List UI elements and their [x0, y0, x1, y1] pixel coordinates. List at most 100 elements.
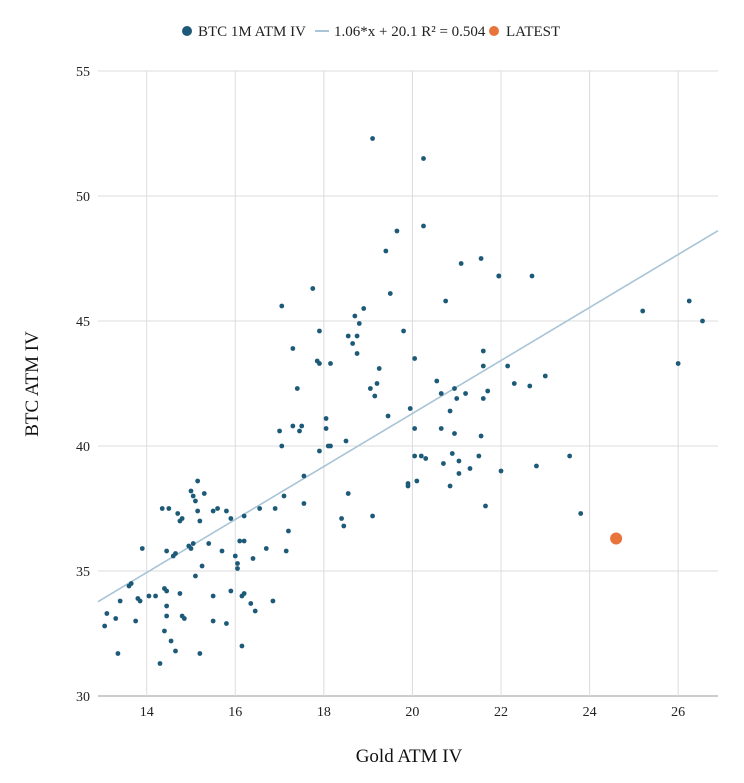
data-point	[188, 488, 194, 494]
data-point	[228, 588, 234, 594]
data-point	[345, 333, 351, 339]
data-point	[456, 471, 462, 476]
data-point	[412, 453, 418, 459]
data-point	[210, 508, 216, 514]
data-point	[241, 513, 247, 519]
data-point	[210, 593, 216, 599]
data-point	[317, 361, 322, 366]
legend: BTC 1M ATM IV 1.06*x + 20.1 R² = 0.504 L…	[182, 24, 560, 40]
data-point	[190, 541, 196, 546]
data-point	[224, 621, 229, 626]
trendline	[97, 229, 719, 603]
data-point	[290, 423, 296, 429]
y-tick-label: 45	[76, 315, 90, 330]
data-point	[328, 361, 333, 366]
data-point	[104, 611, 110, 616]
data-point	[480, 348, 486, 354]
data-point	[286, 528, 291, 534]
data-point	[534, 463, 539, 469]
data-point	[301, 473, 307, 479]
data-point	[345, 491, 351, 496]
data-point	[175, 511, 181, 516]
x-tick-label: 26	[671, 705, 685, 720]
data-point	[401, 328, 406, 334]
data-point	[157, 661, 163, 666]
data-point	[483, 503, 488, 509]
data-point	[232, 553, 238, 559]
data-point	[252, 608, 258, 614]
data-point	[456, 458, 462, 464]
data-point	[449, 451, 455, 456]
data-point	[250, 556, 256, 561]
latest-point-group	[610, 532, 623, 545]
data-point	[270, 598, 276, 604]
data-point	[447, 483, 453, 489]
data-point	[263, 546, 269, 551]
x-tick-label: 18	[317, 705, 331, 720]
data-point	[195, 478, 201, 484]
data-point	[235, 566, 240, 571]
data-point	[354, 333, 360, 339]
data-point	[438, 426, 444, 431]
data-point	[478, 256, 484, 261]
data-point	[210, 618, 216, 624]
data-point	[228, 516, 234, 521]
data-point	[367, 386, 373, 391]
y-tick-label: 30	[76, 690, 90, 705]
data-point	[361, 306, 367, 311]
x-tick-label: 14	[140, 705, 154, 720]
data-point	[529, 273, 535, 279]
x-tick-label: 16	[228, 705, 242, 720]
data-point	[438, 391, 444, 396]
data-point	[277, 428, 282, 434]
legend-series-marker	[182, 26, 192, 36]
data-point	[441, 461, 446, 466]
data-point	[412, 426, 418, 431]
data-point	[317, 328, 322, 334]
data-point	[197, 518, 203, 524]
data-point	[463, 391, 468, 396]
data-point	[452, 431, 457, 436]
data-point	[675, 361, 681, 366]
data-point	[181, 616, 187, 621]
data-point	[257, 506, 263, 511]
y-tick-label: 50	[76, 190, 90, 205]
data-point	[188, 546, 194, 551]
y-tick-label: 40	[76, 440, 90, 455]
data-point	[511, 381, 517, 386]
legend-series-label: BTC 1M ATM IV	[198, 24, 306, 40]
grid-lines	[98, 70, 718, 697]
data-point	[166, 506, 172, 511]
data-point	[323, 426, 329, 431]
data-point	[215, 506, 220, 511]
data-point	[323, 416, 329, 421]
data-point	[133, 618, 139, 624]
data-point	[279, 303, 285, 309]
data-point	[297, 428, 302, 434]
data-point	[343, 438, 349, 444]
trendline-group	[97, 229, 719, 603]
data-point	[113, 616, 119, 621]
data-point	[418, 453, 424, 459]
data-point	[414, 478, 420, 484]
data-point	[372, 393, 378, 399]
data-point	[434, 378, 440, 384]
y-tick-label: 35	[76, 565, 90, 580]
data-point	[128, 581, 134, 586]
data-point	[407, 406, 413, 411]
x-tick-label: 22	[494, 705, 508, 720]
data-point	[383, 248, 389, 254]
data-point	[421, 223, 426, 229]
data-point	[164, 613, 170, 619]
data-point	[443, 298, 449, 304]
data-point	[177, 591, 183, 596]
data-point	[195, 508, 201, 514]
data-point	[115, 651, 121, 656]
data-point	[686, 298, 692, 304]
data-point	[168, 638, 174, 644]
data-point	[173, 551, 178, 556]
data-point	[146, 593, 152, 599]
data-point	[279, 443, 285, 449]
data-point	[283, 548, 289, 554]
